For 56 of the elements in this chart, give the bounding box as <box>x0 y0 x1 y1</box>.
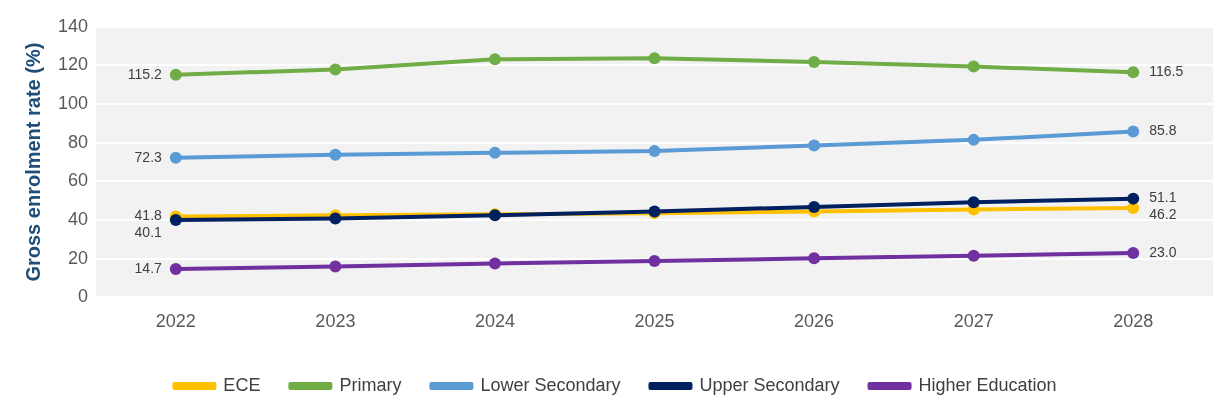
data-label: 14.7 <box>134 259 163 276</box>
y-tick-label: 20 <box>68 247 89 268</box>
point <box>329 260 342 273</box>
point <box>169 262 182 275</box>
x-tick-label: 2023 <box>315 311 356 332</box>
x-tick-label: 2025 <box>634 311 675 332</box>
point <box>1127 66 1140 79</box>
point <box>808 252 821 265</box>
point <box>169 68 182 81</box>
y-tick-label: 120 <box>57 54 89 75</box>
data-label: 51.1 <box>1149 189 1177 206</box>
x-tick-label: 2022 <box>155 311 196 332</box>
point <box>808 139 821 152</box>
point <box>967 196 980 209</box>
legend-label: Higher Education <box>918 374 1057 395</box>
point <box>488 257 501 270</box>
y-tick-label: 80 <box>68 131 89 152</box>
data-label: 72.3 <box>134 148 163 165</box>
data-label: 41.8 <box>134 207 163 224</box>
data-label: 40.1 <box>134 224 163 241</box>
point <box>169 151 182 164</box>
point <box>1127 246 1140 259</box>
point <box>967 60 980 73</box>
data-label: 23.0 <box>1149 243 1177 260</box>
data-label: 115.2 <box>127 65 163 82</box>
point <box>808 200 821 213</box>
point <box>1127 125 1140 138</box>
x-tick-label: 2024 <box>474 311 515 332</box>
data-label: 85.8 <box>1149 122 1177 139</box>
x-tick-label: 2027 <box>953 311 994 332</box>
y-tick-label: 140 <box>57 15 89 36</box>
y-tick-label: 0 <box>78 286 89 307</box>
y-axis-title: Gross enrolment rate (%) <box>21 42 44 282</box>
x-tick-label: 2026 <box>794 311 835 332</box>
y-tick-label: 100 <box>57 93 89 114</box>
data-label: 46.2 <box>1149 206 1177 223</box>
point <box>967 249 980 262</box>
point <box>488 53 501 66</box>
data-label: 116.5 <box>1149 63 1184 80</box>
point <box>648 145 661 158</box>
point <box>1127 192 1140 205</box>
legend-label: Upper Secondary <box>699 374 840 395</box>
point <box>329 63 342 76</box>
point <box>808 55 821 68</box>
y-tick-label: 60 <box>68 170 89 191</box>
point <box>1127 202 1140 215</box>
point <box>967 133 980 146</box>
legend-label: ECE <box>223 374 261 395</box>
y-tick-label: 40 <box>68 209 89 230</box>
x-tick-label: 2028 <box>1113 311 1154 332</box>
legend-label: Primary <box>339 374 402 395</box>
point <box>329 148 342 161</box>
point <box>648 52 661 65</box>
point <box>488 146 501 159</box>
legend-label: Lower Secondary <box>480 374 621 395</box>
point <box>648 255 661 268</box>
